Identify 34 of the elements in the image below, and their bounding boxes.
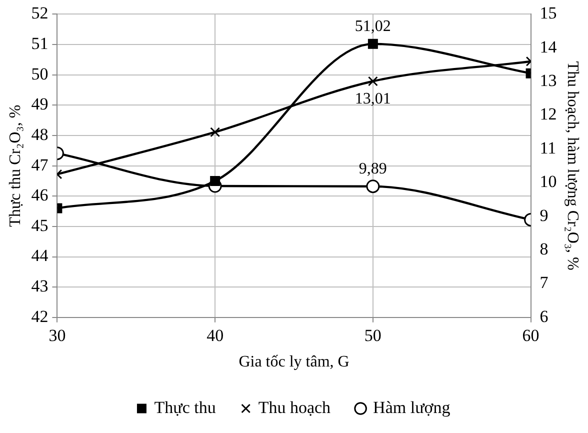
legend-label: Thực thu bbox=[154, 398, 216, 417]
legend-label: Hàm lượng bbox=[373, 398, 451, 417]
y2-tick-label: 10 bbox=[540, 172, 557, 192]
x-tick-label: 50 bbox=[364, 326, 382, 346]
data-label: 51,02 bbox=[354, 18, 391, 36]
x-axis-title: Gia tốc ly tâm, G bbox=[238, 354, 350, 371]
y2-tick-label: 11 bbox=[540, 138, 556, 158]
data-label: 13,01 bbox=[354, 90, 391, 108]
y-tick-label: 50 bbox=[31, 64, 48, 84]
y2-tick-label: 12 bbox=[540, 104, 557, 124]
y-tick-label: 46 bbox=[31, 186, 48, 205]
x-tick-label: 60 bbox=[522, 326, 540, 346]
y2-tick-label: 13 bbox=[540, 71, 557, 90]
y2-tick-label: 14 bbox=[540, 37, 558, 56]
legend-label: Thu hoạch bbox=[258, 398, 332, 417]
y-axis-title: Thực thu Cr₂O₃, % bbox=[6, 104, 24, 227]
data-label: 9,89 bbox=[358, 160, 387, 178]
y-tick-label: 51 bbox=[31, 34, 48, 53]
y-tick-label: 44 bbox=[31, 246, 49, 266]
y-tick-label: 48 bbox=[31, 124, 48, 144]
y-tick-label: 52 bbox=[31, 4, 48, 23]
y2-tick-label: 6 bbox=[540, 306, 548, 326]
y-tick-label: 43 bbox=[31, 276, 48, 296]
x-tick-label: 40 bbox=[206, 326, 224, 346]
y-tick-label: 45 bbox=[31, 216, 48, 235]
y2-axis-title: Thu hoạch, hàm lượng Cr₂O₃, % bbox=[564, 61, 582, 270]
y-tick-label: 47 bbox=[31, 155, 49, 174]
y2-tick-label: 9 bbox=[540, 206, 548, 225]
y2-tick-label: 7 bbox=[540, 273, 549, 292]
y-tick-label: 49 bbox=[31, 94, 48, 114]
x-tick-label: 30 bbox=[48, 326, 66, 346]
y2-tick-label: 15 bbox=[540, 4, 557, 23]
y-tick-label: 42 bbox=[31, 306, 48, 326]
y2-tick-label: 8 bbox=[540, 239, 548, 258]
